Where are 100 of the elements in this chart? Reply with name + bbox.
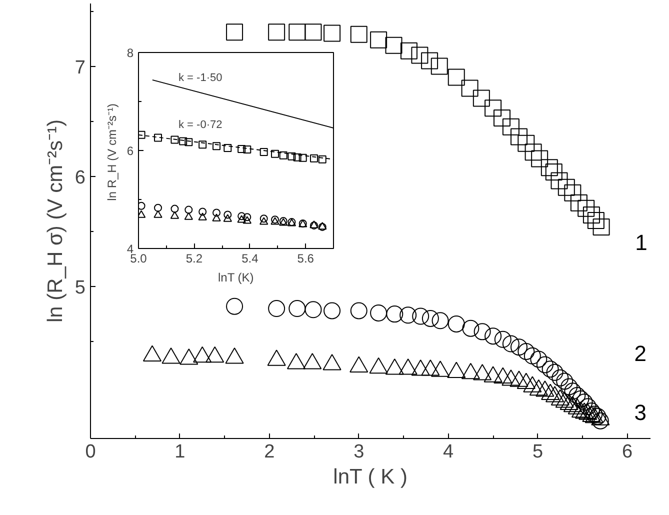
- y-tick-label: 6: [126, 144, 134, 158]
- x-tick-label: 3: [354, 442, 364, 462]
- point: [184, 138, 193, 146]
- point: [324, 24, 341, 42]
- point: [288, 24, 306, 41]
- annotation: k = -0·72: [178, 118, 222, 131]
- point: [430, 58, 448, 75]
- x-tick-label: 5.2: [186, 252, 203, 266]
- point: [162, 347, 180, 364]
- point: [558, 178, 575, 196]
- point: [502, 369, 520, 386]
- point: [170, 136, 179, 144]
- point: [494, 367, 512, 384]
- point: [411, 360, 430, 376]
- series-label: 3: [634, 400, 647, 425]
- point: [225, 347, 244, 364]
- point: [170, 204, 179, 213]
- point: [260, 214, 268, 223]
- point: [154, 210, 162, 218]
- point: [563, 396, 582, 412]
- point: [184, 206, 193, 214]
- point: [421, 52, 438, 70]
- point: [411, 46, 428, 64]
- point: [472, 90, 490, 107]
- annotation: k = -1·50: [178, 72, 222, 84]
- point: [142, 345, 162, 362]
- point: [303, 352, 322, 370]
- point: [541, 384, 560, 400]
- point: [212, 142, 220, 150]
- x-axis-title: lnT (K): [218, 270, 254, 284]
- x-tick-label: 2: [264, 442, 275, 462]
- point: [484, 366, 502, 382]
- point: [518, 134, 535, 152]
- point: [545, 386, 564, 402]
- point: [568, 398, 586, 414]
- point: [198, 212, 207, 220]
- point: [304, 24, 322, 41]
- point: [260, 148, 268, 156]
- point: [575, 402, 594, 419]
- point: [226, 24, 244, 41]
- point: [224, 144, 232, 152]
- x-tick-label: 5.6: [297, 252, 314, 266]
- x-tick-label: 0: [85, 442, 96, 462]
- point: [350, 26, 368, 43]
- point: [523, 376, 542, 392]
- point: [184, 212, 193, 220]
- x-tick-label: 5: [532, 442, 544, 462]
- point: [560, 394, 578, 410]
- point: [322, 354, 342, 370]
- point: [550, 389, 570, 406]
- point: [260, 217, 268, 225]
- y-tick-label: 8: [126, 46, 134, 60]
- point: [448, 68, 465, 86]
- point: [310, 154, 318, 162]
- point: [138, 130, 146, 139]
- x-tick-label: 6: [622, 442, 633, 462]
- point: [421, 360, 440, 376]
- point: [271, 150, 279, 158]
- point: [536, 380, 554, 397]
- point: [154, 204, 162, 212]
- x-tick-label: 1: [174, 442, 186, 462]
- x-tick-label: 5.0: [130, 252, 148, 266]
- y-axis-title: ln R_H (V cm⁻²s⁻¹): [104, 103, 119, 201]
- point: [286, 352, 306, 370]
- point: [180, 348, 198, 365]
- point: [591, 409, 610, 426]
- point: [198, 140, 207, 149]
- point: [484, 100, 502, 117]
- point: [570, 194, 588, 212]
- point: [268, 24, 286, 41]
- point: [206, 346, 224, 363]
- point: [318, 155, 326, 164]
- point: [524, 144, 542, 161]
- point: [571, 401, 590, 418]
- point: [298, 154, 307, 162]
- point: [545, 163, 562, 180]
- point: [193, 346, 212, 363]
- point: [555, 391, 574, 408]
- point: [587, 212, 604, 229]
- point: [578, 200, 595, 217]
- point: [564, 184, 582, 202]
- point: [430, 360, 450, 377]
- point: [400, 42, 418, 60]
- point: [238, 145, 246, 154]
- point: [212, 214, 221, 222]
- point: [179, 137, 188, 146]
- point: [370, 31, 388, 48]
- point: [510, 128, 528, 146]
- point: [592, 218, 610, 236]
- text: 2: [634, 340, 647, 366]
- point: [447, 362, 466, 378]
- point: [502, 118, 520, 136]
- point: [582, 206, 600, 224]
- point: [461, 362, 480, 380]
- point: [224, 210, 232, 219]
- point: [550, 172, 568, 190]
- point: [510, 370, 528, 387]
- point: [267, 350, 286, 366]
- point: [243, 213, 252, 222]
- point: [473, 364, 492, 380]
